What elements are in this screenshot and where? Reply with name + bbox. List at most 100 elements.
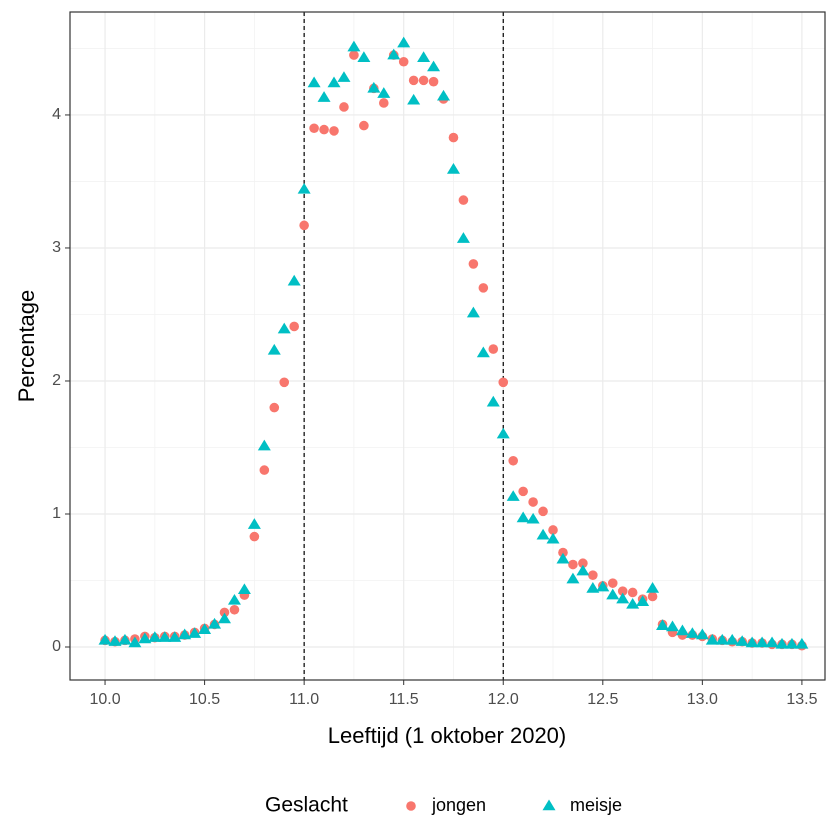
point [418,75,429,86]
point [307,76,321,88]
point [785,637,799,649]
point [188,627,202,638]
panel-border [69,11,826,681]
point [566,572,580,584]
point [168,631,182,642]
point [337,71,351,82]
x-tick-label: 10.0 [89,691,120,708]
point [478,283,489,293]
point [647,591,658,602]
point [526,512,540,524]
point [357,51,371,62]
point [349,50,359,60]
y-axis-title: Percentage [14,290,39,403]
y-tick-label: 1 [52,505,61,522]
point [685,627,699,638]
point [299,220,309,231]
point [229,604,240,615]
point [745,636,759,648]
point [148,631,162,642]
legend-label: meisje [570,795,622,815]
point [178,628,192,640]
point [327,76,341,88]
point [446,162,460,174]
point [626,597,640,609]
point [417,51,431,62]
legend-label: jongen [431,795,486,815]
x-tick-label: 10.5 [189,691,220,708]
point [665,620,679,632]
point [367,81,381,93]
point [448,132,459,143]
point [329,126,339,136]
point [138,632,152,644]
point [538,506,548,517]
x-tick-label: 13.0 [687,691,718,708]
y-tick-label: 4 [52,106,61,123]
point [317,91,331,102]
point [518,486,528,497]
point [437,89,451,101]
point [675,624,689,636]
point [486,395,500,407]
point [616,592,630,604]
point [715,633,729,645]
point [198,623,212,634]
point [128,636,142,648]
point [257,439,271,451]
point [576,564,590,576]
point [735,635,749,646]
point [219,607,230,618]
x-tick-label: 12.5 [587,691,618,708]
point [795,637,809,649]
point [279,377,290,388]
point [407,93,421,105]
point [617,586,628,596]
point [158,631,172,642]
point [607,578,618,588]
x-tick-label: 11.5 [389,691,419,708]
point [765,636,779,648]
point [558,547,568,558]
point [636,595,650,607]
legend-title: Geslacht [265,794,348,817]
point [319,124,329,135]
point [339,102,349,112]
point [377,87,391,98]
y-tick-label: 3 [52,239,61,256]
point [98,633,112,645]
point [556,552,570,564]
point [568,559,578,570]
legend-marker [542,799,556,811]
point [247,518,261,529]
point [218,612,232,624]
point [586,581,600,593]
point [359,120,369,131]
point [548,525,558,535]
y-tick-label: 2 [52,372,61,389]
point [249,531,260,542]
point [297,182,311,194]
point [466,306,480,318]
point [775,637,789,649]
point [387,48,401,60]
point [468,259,479,269]
point [536,528,550,540]
x-tick-label: 13.5 [786,691,817,708]
point [695,628,709,640]
x-axis-title: Leeftijd (1 oktober 2020) [328,723,567,748]
point [506,490,520,501]
point [606,588,620,600]
point [458,195,469,205]
point [646,581,660,593]
point [309,123,319,134]
x-tick-label: 11.0 [289,691,319,708]
point [705,633,719,645]
x-tick-label: 12.0 [488,691,519,708]
point [227,593,241,605]
point [428,76,439,87]
point [456,232,470,243]
point [546,532,560,544]
point [208,617,222,629]
